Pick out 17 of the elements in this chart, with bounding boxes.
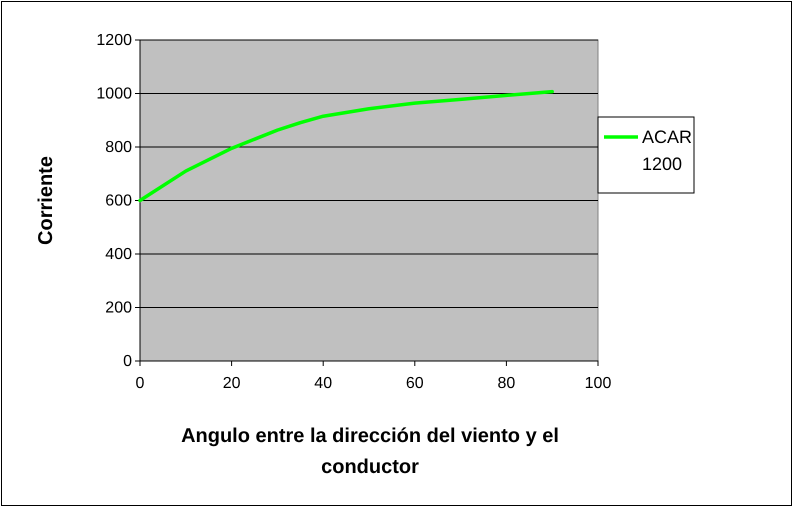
x-tick-label: 60 (406, 375, 424, 392)
x-tick-label: 40 (314, 375, 332, 392)
y-tick-label: 200 (105, 300, 132, 317)
y-axis-title: Corriente (35, 156, 57, 245)
y-tick-label: 1200 (96, 32, 132, 50)
line-series (138, 90, 554, 202)
y-tick-label: 400 (105, 246, 132, 264)
y-tick-label: 1000 (96, 86, 132, 103)
y-tick-label: 0 (123, 353, 132, 370)
legend-label: ACAR 1200 (642, 127, 692, 174)
x-axis-title: Angulo entre la dirección del viento y el conductor (181, 425, 559, 478)
x-tick-label: 100 (584, 375, 612, 392)
x-tick-label: 20 (222, 375, 241, 392)
x-tick-label: 0 (136, 375, 145, 392)
x-tick-label: 80 (498, 375, 516, 392)
y-tick-label: 800 (105, 139, 132, 156)
y-tick-label: 600 (105, 192, 132, 210)
